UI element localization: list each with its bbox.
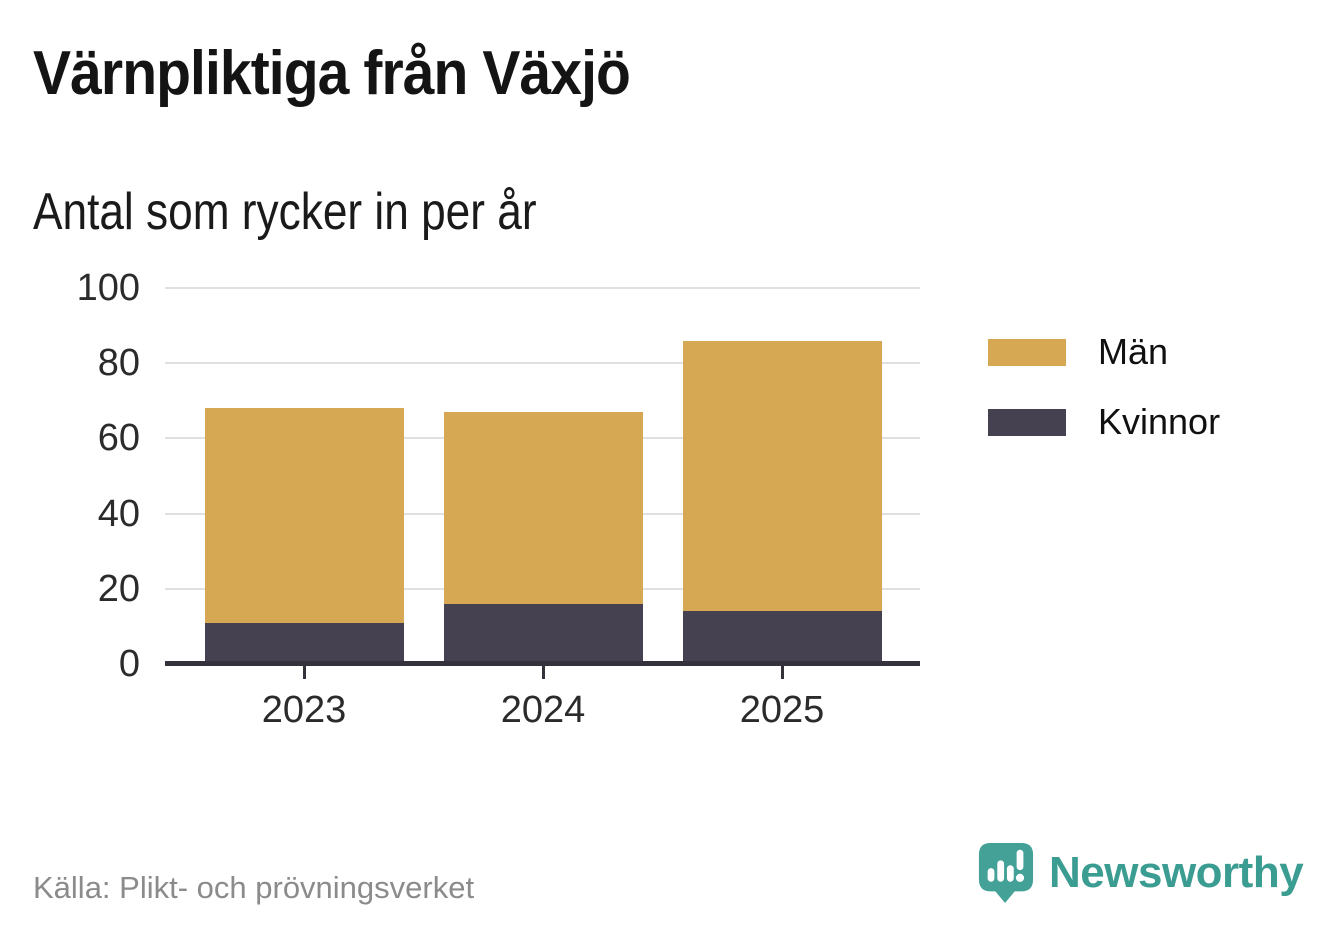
x-axis-line: [165, 661, 920, 666]
x-axis-tick: [780, 666, 784, 679]
bar-segment-man: [443, 412, 643, 604]
x-axis-tick: [302, 666, 306, 679]
y-tick-label: 60: [97, 417, 140, 460]
newsworthy-bubble-chart-icon: [978, 843, 1034, 903]
chart-subtitle: Antal som rycker in per år: [33, 183, 537, 241]
x-axis-tick: [541, 666, 545, 679]
legend-label: Kvinnor: [1098, 401, 1221, 442]
legend-item: Kvinnor: [988, 401, 1220, 443]
x-tick-label: 2023: [261, 689, 347, 731]
y-tick-label: 0: [118, 643, 140, 685]
chart-title: Värnpliktiga från Växjö: [33, 39, 631, 108]
newsworthy-wordmark: Newsworthy: [1049, 848, 1304, 897]
x-tick-label: 2024: [500, 689, 586, 731]
bar-segment-kvinnor: [682, 611, 882, 664]
x-tick-label: 2025: [739, 689, 825, 731]
bar-segment-man: [682, 340, 882, 612]
y-tick-label: 80: [97, 342, 140, 385]
gridline-100: [165, 287, 920, 289]
y-tick-label: 20: [97, 567, 140, 610]
y-tick-label: 100: [76, 267, 140, 309]
newsworthy-logo: Newsworthy: [977, 841, 1304, 905]
y-tick-label: 40: [97, 492, 140, 535]
gridline-80: [165, 362, 920, 365]
legend-label: Män: [1098, 331, 1169, 372]
bar-segment-kvinnor: [204, 622, 404, 664]
legend-swatch: [988, 408, 1066, 436]
legend-item: Män: [988, 331, 1220, 373]
bar-segment-man: [204, 408, 404, 623]
legend-swatch: [988, 338, 1066, 366]
source-note: Källa: Plikt- och prövningsverket: [33, 870, 475, 905]
bar-segment-kvinnor: [443, 603, 643, 664]
chart-legend: Män Kvinnor: [988, 331, 1220, 471]
